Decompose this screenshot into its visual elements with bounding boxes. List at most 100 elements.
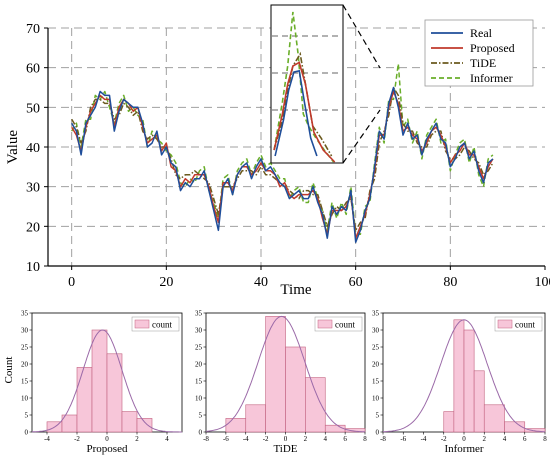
hist-bar [245, 404, 266, 433]
x-tick-label: 60 [349, 275, 363, 290]
y-axis-title: Value [5, 130, 21, 164]
main-y-ticks: 10 20 30 40 50 60 70 [26, 22, 48, 275]
hist-y-tick-label: 0 [376, 429, 380, 437]
hist-legend-swatch [134, 319, 150, 329]
hist-bar [76, 367, 93, 433]
histogram-proposed: -4 -2 0 2 4 0 5 10 15 20 25 30 35 Proposed count [21, 310, 183, 455]
hist-bar [473, 370, 485, 433]
y-tick-label: 20 [26, 220, 40, 235]
hist-x-tick-label: 2 [304, 435, 308, 443]
hist-bar [324, 424, 346, 433]
hist-bar [121, 411, 138, 433]
hist-y-tick-label: 0 [199, 429, 203, 437]
series-line-real [71, 86, 494, 243]
hist-bar [285, 346, 306, 433]
y-tick-label: 50 [26, 101, 40, 116]
hist-y-tick-label: 10 [372, 395, 380, 403]
x-tick-label: 80 [443, 275, 457, 290]
legend-label-tide: TiDE [470, 56, 496, 70]
hist-x-tick-label: -2 [441, 435, 447, 443]
hist-x-tick-label: -2 [74, 435, 80, 443]
hist-x-tick-label: 2 [483, 435, 487, 443]
legend-label-proposed: Proposed [470, 41, 515, 55]
hist-fit-curve [31, 329, 182, 433]
hist-y-tick-label: 25 [21, 344, 29, 352]
hist-legend-swatch [317, 319, 333, 329]
hist-y-tick-label: 5 [199, 412, 203, 420]
hist-x-tick-label: 6 [523, 435, 527, 443]
hist-y-tick-label: 35 [372, 310, 380, 318]
hist-y-tick-label: 35 [195, 310, 203, 318]
hist-bar [225, 418, 247, 433]
hist-y-tick-label: 10 [195, 395, 203, 403]
hist-y-tick-label: 20 [195, 361, 203, 369]
hist-x-axis-title: Informer [444, 443, 483, 455]
hist-bar [106, 353, 123, 433]
inset-line-real [274, 69, 318, 157]
hist-bar [524, 428, 546, 433]
main-series-lines [71, 62, 494, 243]
hist-y-tick-label: 0 [25, 429, 29, 437]
hist-bar [483, 404, 505, 433]
hist-fit-curve [205, 315, 365, 433]
hist-x-axis-title: TiDE [273, 443, 297, 455]
hist-x-tick-label: 6 [343, 435, 347, 443]
hist-legend-label: count [152, 320, 172, 330]
hist-x-tick-label: 0 [462, 435, 466, 443]
y-tick-label: 30 [26, 181, 40, 196]
hist-bar [344, 428, 366, 433]
hist-y-tick-label: 20 [372, 361, 380, 369]
legend-box [424, 19, 534, 87]
hist-fit-curve [383, 319, 545, 433]
hist-bar [91, 329, 108, 433]
hist-bar [305, 377, 326, 433]
inset-content [272, 11, 342, 163]
hist-bar [453, 319, 465, 433]
hist-x-tick-label: 4 [324, 435, 328, 443]
hist-y-tick-label: 25 [195, 344, 203, 352]
hist-x-tick-label: 4 [165, 435, 169, 443]
y-tick-label: 10 [26, 260, 40, 275]
inset-connector-bottom [342, 109, 381, 164]
hist-y-tick-label: 30 [372, 327, 380, 335]
hist-legend-label: count [515, 320, 535, 330]
hist-x-tick-label: -8 [203, 435, 209, 443]
histogram-tide: -8 -6 -4 -2 0 2 4 6 8 0 5 10 15 20 25 30 35 TiDE count [195, 310, 367, 456]
hist-y-tick-label: 15 [372, 378, 380, 386]
hist-x-tick-label: -2 [263, 435, 269, 443]
hist-x-axis-title: Proposed [87, 443, 128, 455]
hist-y-tick-label: 10 [21, 395, 29, 403]
hist-x-tick-label: 8 [543, 435, 547, 443]
hist-x-tick-label: -6 [400, 435, 406, 443]
y-tick-label: 40 [26, 141, 40, 156]
hist-y-tick-label: 15 [21, 378, 29, 386]
hist-bar [136, 418, 153, 433]
x-tick-label: 20 [159, 275, 173, 290]
hist-y-tick-label: 30 [195, 327, 203, 335]
x-tick-label: 40 [254, 275, 268, 290]
inset-connector-top [342, 4, 381, 69]
main-line-chart: 0 20 40 60 80 100 10 20 30 40 50 60 70 Time Value R… [5, 4, 550, 298]
hist-y-tick-label: 15 [195, 378, 203, 386]
hist-y-tick-label: 5 [25, 412, 29, 420]
hist-y-tick-label: 20 [21, 361, 29, 369]
legend-label-real: Real [470, 26, 493, 40]
hist-legend-swatch [497, 319, 513, 329]
inset-line-tide [273, 51, 333, 157]
inset-line-proposed [273, 61, 336, 163]
histogram-informer: -8 -6 -4 -2 0 2 4 6 8 0 5 10 15 20 25 30 35 Informer count [372, 310, 547, 456]
hist-x-tick-label: 8 [363, 435, 367, 443]
y-tick-label: 70 [26, 22, 40, 37]
hist-x-tick-label: -6 [223, 435, 229, 443]
hist-x-tick-label: -4 [243, 435, 249, 443]
zoom-inset [270, 4, 381, 164]
hist-x-tick-label: 4 [503, 435, 507, 443]
hist-y-tick-label: 25 [372, 344, 380, 352]
hist-bar [463, 329, 475, 433]
inset-frame [270, 4, 344, 164]
hist-bar [443, 411, 455, 433]
hist-legend-label: count [335, 320, 355, 330]
hist-x-tick-label: 2 [135, 435, 139, 443]
legend-label-informer: Informer [470, 71, 513, 85]
